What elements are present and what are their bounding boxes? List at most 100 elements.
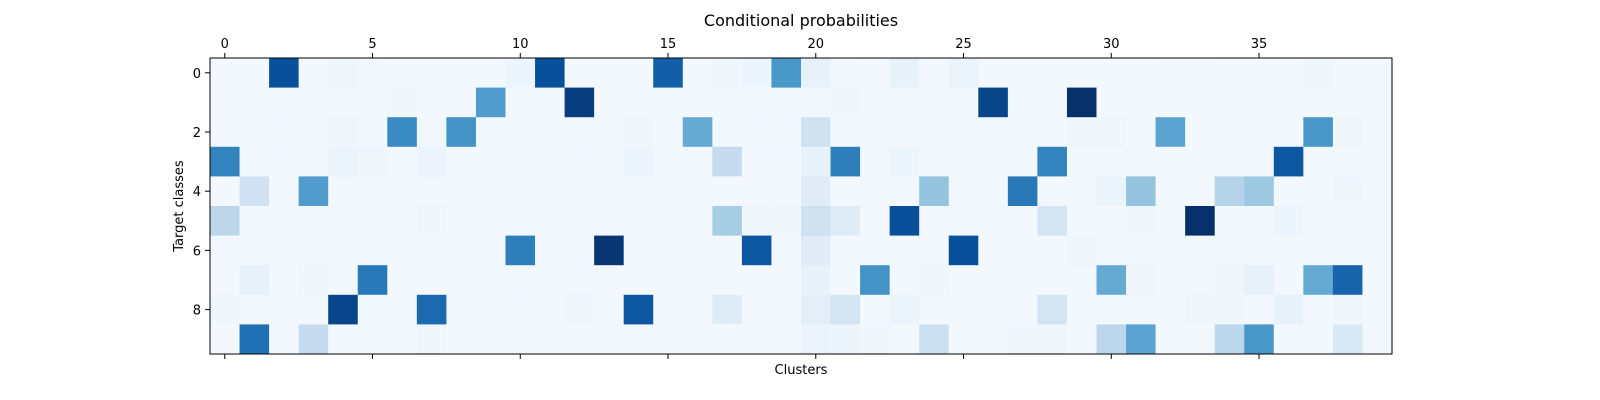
heatmap-cell [446,87,477,118]
heatmap-cell [269,58,300,88]
heatmap-cell [682,294,713,325]
heatmap-cell [1066,87,1097,118]
heatmap-cell [623,87,654,118]
heatmap-cell [771,206,802,236]
heatmap-cell [210,206,240,236]
heatmap-cell [564,235,595,266]
heatmap-cell [1037,117,1068,148]
heatmap-cell [1155,324,1186,355]
heatmap-cell [1332,87,1363,118]
x-tick-label: 0 [221,37,229,52]
heatmap-cell [1362,58,1393,88]
heatmap-cell [1126,176,1156,207]
heatmap-cell [771,87,802,118]
heatmap-cell [564,146,595,177]
heatmap-cell [446,324,477,355]
heatmap-cell [298,117,329,148]
heatmap-cell [1066,176,1097,207]
heatmap-cell [978,235,1009,266]
heatmap-cells [210,58,1393,355]
heatmap-cell [594,87,625,118]
heatmap-cell [269,117,300,148]
heatmap-cell [594,58,625,88]
heatmap-cell [771,294,802,325]
heatmap-cell [210,58,240,88]
heatmap-cell [387,87,418,118]
heatmap-cell [594,206,625,236]
heatmap-cell [564,265,595,296]
heatmap-cell [712,58,743,88]
heatmap-cell [328,235,359,266]
heatmap-cell [801,324,831,355]
heatmap-cell [978,176,1009,207]
heatmap-cell [298,176,329,207]
heatmap-cell [1096,265,1127,296]
heatmap-cell [682,58,713,88]
heatmap-cell [269,294,300,325]
heatmap-cell [682,235,713,266]
heatmap-cell [416,294,447,325]
heatmap-cell [741,117,772,148]
heatmap-cell [357,58,388,88]
heatmap-cell [1244,294,1275,325]
heatmap-cell [446,146,477,177]
heatmap-cell [387,58,418,88]
heatmap-cell [801,176,831,207]
heatmap-cell [475,235,506,266]
heatmap-cell [948,206,979,236]
heatmap-cell [298,146,329,177]
heatmap-cell [741,146,772,177]
x-tick-label: 30 [1103,37,1120,52]
heatmap-cell [1273,265,1304,296]
heatmap-cell [239,294,270,325]
heatmap-cell [860,294,891,325]
heatmap-cell [1037,324,1068,355]
heatmap-cell [594,324,625,355]
heatmap-cell [1185,58,1216,88]
heatmap-cell [653,324,684,355]
heatmap-cell [564,294,595,325]
heatmap-cell [1185,294,1216,325]
heatmap-cell [801,146,831,177]
heatmap-cell [1214,146,1245,177]
heatmap-cell [801,294,831,325]
heatmap-cell [269,146,300,177]
heatmap-cell [801,117,831,148]
heatmap-cell [535,176,565,207]
heatmap-cell [505,58,536,88]
heatmap-cell [357,87,388,118]
heatmap-cell [446,176,477,207]
heatmap-cell [653,265,684,296]
heatmap-cell [623,324,654,355]
heatmap-cell [1362,235,1393,266]
plot-frame [209,57,1393,355]
heatmap-cell [416,235,447,266]
heatmap-cell [712,265,743,296]
heatmap-cell [1332,206,1363,236]
heatmap-cell [328,87,359,118]
heatmap-cell [1362,265,1393,296]
heatmap-cell [1066,235,1097,266]
heatmap-cell [653,117,684,148]
heatmap-cell [860,176,891,207]
heatmap-cell [830,117,861,148]
heatmap-cell [1007,146,1038,177]
heatmap-cell [712,117,743,148]
heatmap-cell [830,294,861,325]
heatmap-cell [741,294,772,325]
heatmap-cell [919,58,950,88]
heatmap-cell [535,206,565,236]
heatmap-cell [948,176,979,207]
heatmap-cell [1362,294,1393,325]
heatmap-cell [1155,87,1186,118]
heatmap-cell [712,206,743,236]
heatmap-cell [653,58,684,88]
heatmap-cell [1126,87,1156,118]
heatmap-cell [712,87,743,118]
heatmap-cell [860,265,891,296]
heatmap-cell [1007,235,1038,266]
heatmap-cell [1096,87,1127,118]
heatmap-cell [978,117,1009,148]
heatmap-cell [1214,206,1245,236]
heatmap-cell [889,324,920,355]
